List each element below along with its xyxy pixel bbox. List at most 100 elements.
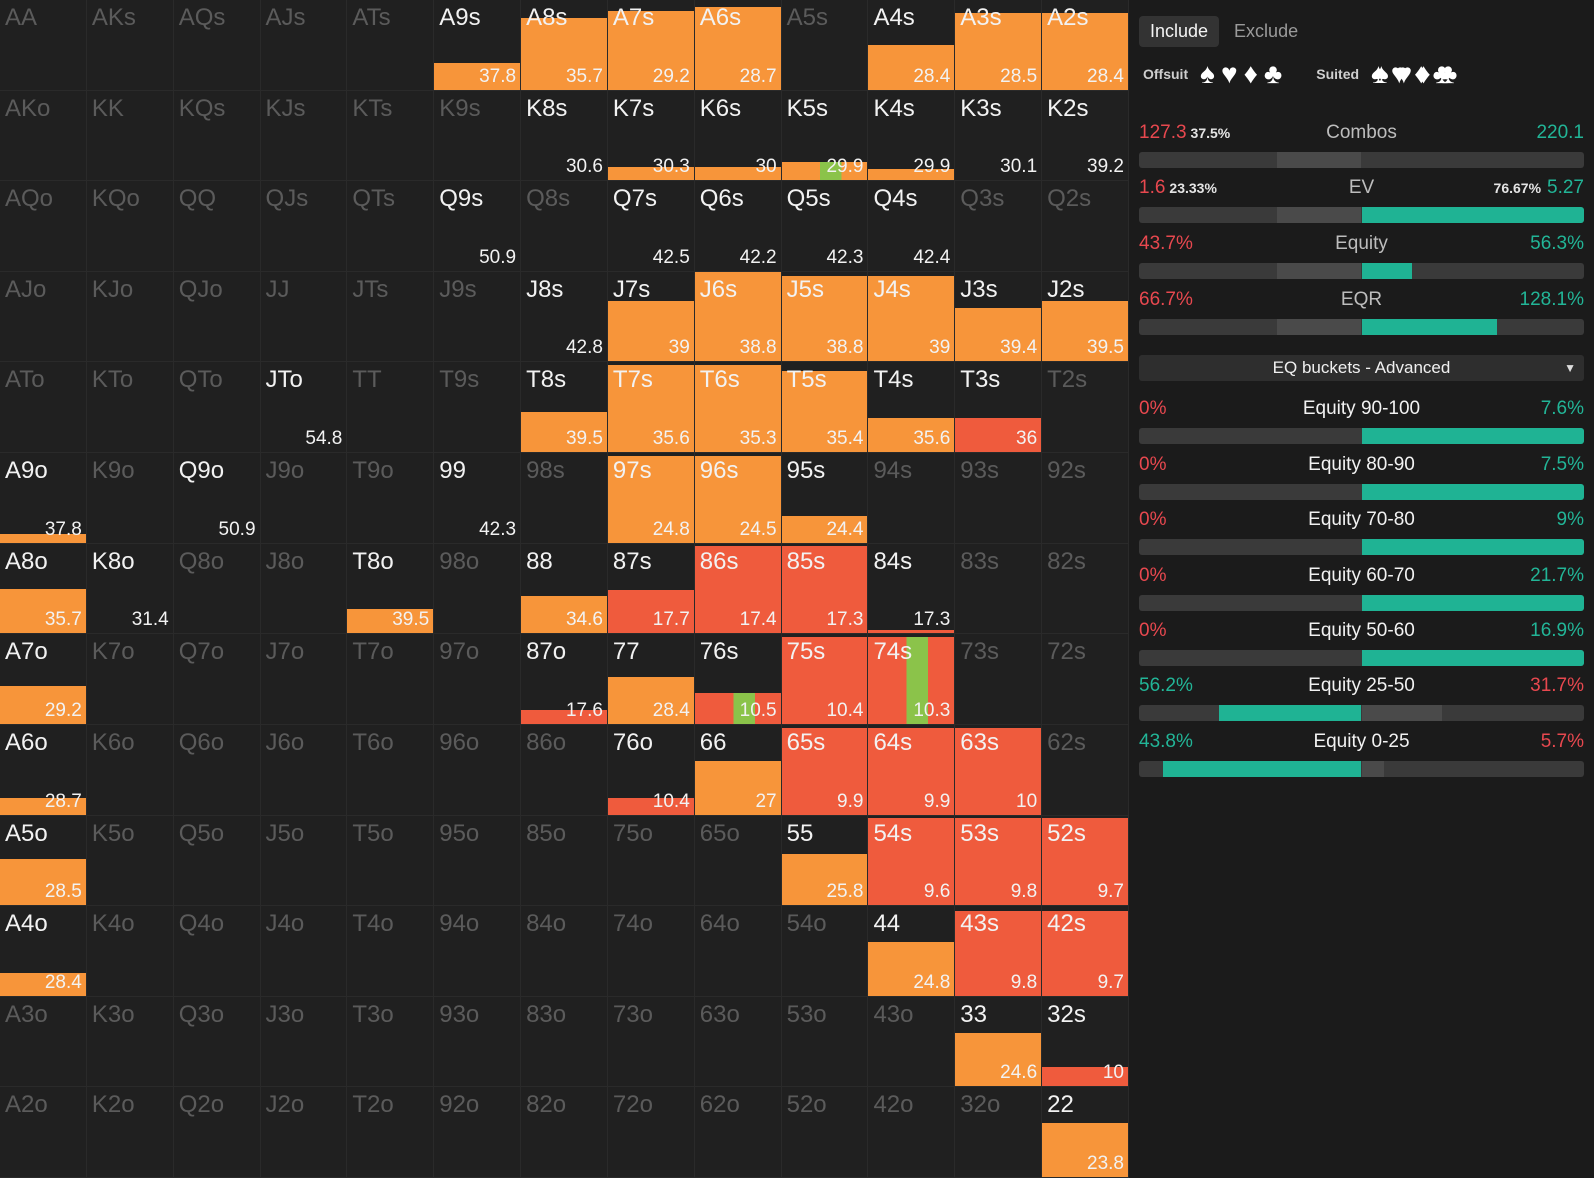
hand-cell[interactable]: 88 34.6 bbox=[521, 543, 608, 635]
hand-cell[interactable]: AKs bbox=[86, 0, 174, 91]
double-diamond-icon[interactable]: ♦♦ bbox=[1414, 58, 1430, 89]
hand-cell[interactable]: A4s 28.4 bbox=[868, 0, 956, 91]
hand-cell[interactable]: T9o bbox=[347, 453, 435, 544]
hand-cell[interactable]: K2s 39.2 bbox=[1042, 90, 1129, 182]
hand-cell[interactable]: K4s 29.9 bbox=[868, 90, 956, 182]
club-icon[interactable]: ♣ bbox=[1263, 58, 1283, 89]
hand-cell[interactable]: KTo bbox=[86, 362, 174, 454]
hand-cell[interactable]: J8s 42.8 bbox=[521, 271, 608, 363]
hand-cell[interactable]: A6s 28.7 bbox=[694, 0, 782, 91]
hand-cell[interactable]: 97s 24.8 bbox=[607, 453, 695, 544]
hand-cell[interactable]: T5s 35.4 bbox=[781, 362, 869, 454]
hand-cell[interactable]: 92o bbox=[434, 1087, 522, 1178]
hand-cell[interactable]: 96o bbox=[434, 724, 522, 816]
hand-cell[interactable]: Q9o 50.9 bbox=[173, 453, 261, 544]
hand-cell[interactable]: K5o bbox=[86, 815, 174, 907]
hand-cell[interactable]: TT bbox=[347, 362, 435, 454]
hand-cell[interactable]: KQs bbox=[173, 90, 261, 182]
hand-cell[interactable]: T5o bbox=[347, 815, 435, 907]
hand-cell[interactable]: 53s 9.8 bbox=[955, 815, 1043, 907]
hand-cell[interactable]: 98s bbox=[521, 453, 608, 544]
hand-cell[interactable]: 92s bbox=[1042, 453, 1129, 544]
hand-cell[interactable]: A2s 28.4 bbox=[1042, 0, 1129, 91]
hand-cell[interactable]: 83o bbox=[521, 996, 608, 1088]
hand-cell[interactable]: 98o bbox=[434, 543, 522, 635]
double-spade-icon[interactable]: ♠♠ bbox=[1371, 58, 1388, 89]
hand-cell[interactable]: A6o 28.7 bbox=[0, 724, 87, 816]
hand-cell[interactable]: QJo bbox=[173, 271, 261, 363]
hand-cell[interactable]: T3o bbox=[347, 996, 435, 1088]
hand-cell[interactable]: T4s 35.6 bbox=[868, 362, 956, 454]
hand-cell[interactable]: T8o 39.5 bbox=[347, 543, 435, 635]
hand-cell[interactable]: J5s 38.8 bbox=[781, 271, 869, 363]
hand-cell[interactable]: 84s 17.3 bbox=[868, 543, 956, 635]
hand-cell[interactable]: 66 27 bbox=[694, 724, 782, 816]
hand-cell[interactable]: Q6o bbox=[173, 724, 261, 816]
hand-cell[interactable]: Q8s bbox=[521, 181, 608, 272]
hand-cell[interactable]: ATo bbox=[0, 362, 87, 454]
hand-cell[interactable]: 85o bbox=[521, 815, 608, 907]
hand-cell[interactable]: 43o bbox=[868, 996, 956, 1088]
hand-cell[interactable]: 85s 17.3 bbox=[781, 543, 869, 635]
hand-cell[interactable]: QQ bbox=[173, 181, 261, 272]
hand-cell[interactable]: K9o bbox=[86, 453, 174, 544]
hand-cell[interactable]: J3o bbox=[260, 996, 348, 1088]
hand-cell[interactable]: A5s bbox=[781, 0, 869, 91]
hand-cell[interactable]: K3s 30.1 bbox=[955, 90, 1043, 182]
hand-cell[interactable]: 53o bbox=[781, 996, 869, 1088]
hand-cell[interactable]: A3o bbox=[0, 996, 87, 1088]
hand-cell[interactable]: 73o bbox=[607, 996, 695, 1088]
hand-cell[interactable]: 76s 10.5 bbox=[694, 634, 782, 725]
hand-cell[interactable]: KJo bbox=[86, 271, 174, 363]
hand-cell[interactable]: T7s 35.6 bbox=[607, 362, 695, 454]
hand-cell[interactable]: 72s bbox=[1042, 634, 1129, 725]
hand-cell[interactable]: A9o 37.8 bbox=[0, 453, 87, 544]
hand-cell[interactable]: 96s 24.5 bbox=[694, 453, 782, 544]
hand-cell[interactable]: A2o bbox=[0, 1087, 87, 1178]
hand-cell[interactable]: Q3o bbox=[173, 996, 261, 1088]
hand-cell[interactable]: 32o bbox=[955, 1087, 1043, 1178]
hand-cell[interactable]: 97o bbox=[434, 634, 522, 725]
hand-cell[interactable]: KK bbox=[86, 90, 174, 182]
hand-cell[interactable]: A7s 29.2 bbox=[607, 0, 695, 91]
hand-cell[interactable]: Q5o bbox=[173, 815, 261, 907]
hand-cell[interactable]: QJs bbox=[260, 181, 348, 272]
diamond-icon[interactable]: ♦ bbox=[1243, 58, 1258, 89]
hand-cell[interactable]: 75s 10.4 bbox=[781, 634, 869, 725]
hand-cell[interactable]: 87o 17.6 bbox=[521, 634, 608, 725]
hand-cell[interactable]: K3o bbox=[86, 996, 174, 1088]
hand-cell[interactable]: J4s 39 bbox=[868, 271, 956, 363]
hand-cell[interactable]: J2s 39.5 bbox=[1042, 271, 1129, 363]
hand-cell[interactable]: K7o bbox=[86, 634, 174, 725]
hand-cell[interactable]: 65o bbox=[694, 815, 782, 907]
hand-cell[interactable]: Q7o bbox=[173, 634, 261, 725]
tab-include[interactable]: Include bbox=[1139, 16, 1220, 47]
hand-cell[interactable]: Q3s bbox=[955, 181, 1043, 272]
hand-cell[interactable]: JJ bbox=[260, 271, 348, 363]
hand-cell[interactable]: 74s 10.3 bbox=[868, 634, 956, 725]
hand-cell[interactable]: K6o bbox=[86, 724, 174, 816]
double-heart-icon[interactable]: ♥♥ bbox=[1390, 58, 1413, 89]
hand-cell[interactable]: 86o bbox=[521, 724, 608, 816]
hand-cell[interactable]: T3s 36 bbox=[955, 362, 1043, 454]
hand-cell[interactable]: T2o bbox=[347, 1087, 435, 1178]
hand-cell[interactable]: J7o bbox=[260, 634, 348, 725]
hand-cell[interactable]: K8o 31.4 bbox=[86, 543, 174, 635]
hand-cell[interactable]: 62o bbox=[694, 1087, 782, 1178]
hand-cell[interactable]: 64o bbox=[694, 906, 782, 997]
hand-cell[interactable]: K2o bbox=[86, 1087, 174, 1178]
hand-cell[interactable]: 87s 17.7 bbox=[607, 543, 695, 635]
hand-cell[interactable]: J7s 39 bbox=[607, 271, 695, 363]
hand-cell[interactable]: AQs bbox=[173, 0, 261, 91]
hand-cell[interactable]: K4o bbox=[86, 906, 174, 997]
hand-cell[interactable]: 42o bbox=[868, 1087, 956, 1178]
hand-cell[interactable]: A8s 35.7 bbox=[521, 0, 608, 91]
hand-cell[interactable]: Q2s bbox=[1042, 181, 1129, 272]
hand-cell[interactable]: K6s 30 bbox=[694, 90, 782, 182]
hand-cell[interactable]: 76o 10.4 bbox=[607, 724, 695, 816]
hand-cell[interactable]: 95s 24.4 bbox=[781, 453, 869, 544]
hand-cell[interactable]: 82s bbox=[1042, 543, 1129, 635]
hand-cell[interactable]: J3s 39.4 bbox=[955, 271, 1043, 363]
hand-cell[interactable]: K9s bbox=[434, 90, 522, 182]
hand-cell[interactable]: Q7s 42.5 bbox=[607, 181, 695, 272]
